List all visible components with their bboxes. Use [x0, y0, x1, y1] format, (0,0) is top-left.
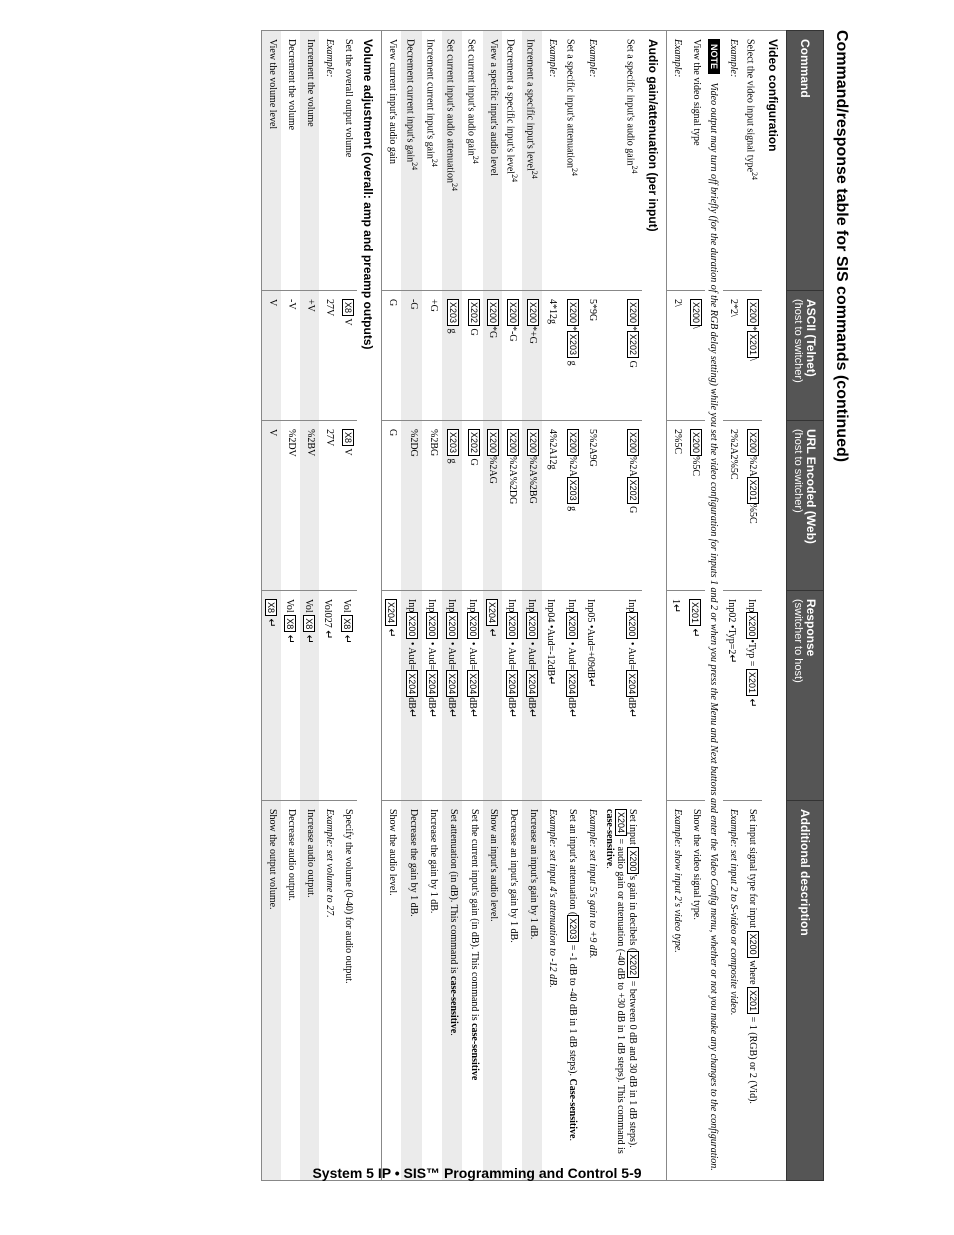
command-table: Command ASCII (Telnet)(host to switcher)… [261, 30, 824, 1181]
page-title: Command/response table for SIS commands … [832, 30, 850, 1180]
header-ascii: ASCII (Telnet)(host to switcher) [787, 291, 824, 421]
table-row: Set current input's audio attenuation24 … [442, 31, 462, 1181]
table-row: Set the overall output volume X8 V X8 V … [338, 31, 357, 1181]
table-row: Increment the volume +V %2BV Vol X8 Incr… [300, 31, 319, 1181]
table-row: Decrement the volume -V %2DV Vol X8 Decr… [281, 31, 300, 1181]
table-row: Increment current input's gain24 +G %2BG… [422, 31, 442, 1181]
table-row: Example: 5*9G 5%2A9G Inp05 •Aud=+09dB Ex… [582, 31, 601, 1181]
header-row: Command ASCII (Telnet)(host to switcher)… [787, 31, 824, 1181]
table-row: Example: 2*2\ 2%2A2%5C Inp02 •Typ=2 Exam… [723, 31, 742, 1181]
section-volume: Volume adjustment (overall: amp and prea… [357, 31, 382, 1181]
table-row: Decrement current input's gain24 -G %2DG… [401, 31, 421, 1181]
table-row: View a specific input's audio level X200… [483, 31, 502, 1181]
header-url: URL Encoded (Web)(host to switcher) [787, 421, 824, 591]
header-description: Additional description [787, 801, 824, 1181]
header-command: Command [787, 31, 824, 291]
header-response: Response(switcher to host) [787, 591, 824, 801]
table-row: Select the video input signal type24 X20… [742, 31, 762, 1181]
document-page: Command/response table for SIS commands … [261, 30, 850, 1180]
section-audio: Audio gain/attenuation (per input) [642, 31, 667, 1181]
table-row: View current input's audio gain G G X204… [382, 31, 402, 1181]
table-row: Set a specific input's audio gain24 X200… [601, 31, 642, 1181]
table-row: Example: 27V 27V Vol027 Example: set vol… [319, 31, 338, 1181]
page-footer: System 5 IP • SIS™ Programming and Contr… [0, 1165, 954, 1181]
section-video: Video configuration [762, 31, 787, 1181]
table-row: Set current input's audio gain24 X202 G … [462, 31, 482, 1181]
table-row: View the video signal type X200\ X200%5C… [686, 31, 705, 1181]
table-row: Example: 2\ 2%5C 1 Example: show input 2… [666, 31, 686, 1181]
table-row: Decrement a specific input's level24 X20… [502, 31, 522, 1181]
table-row: Set a specific input's attenuation24 X20… [561, 31, 581, 1181]
table-row: Example: 4*12g 4%2A12g Inp04 •Aud=-12dB … [542, 31, 561, 1181]
table-row: View the volume level V V X8 Show the ou… [262, 31, 282, 1181]
note-badge: NOTE [708, 39, 720, 74]
table-row: Increment a specific input's level24 X20… [522, 31, 542, 1181]
note-row: NOTE Video output may turn off briefly (… [705, 31, 723, 1181]
